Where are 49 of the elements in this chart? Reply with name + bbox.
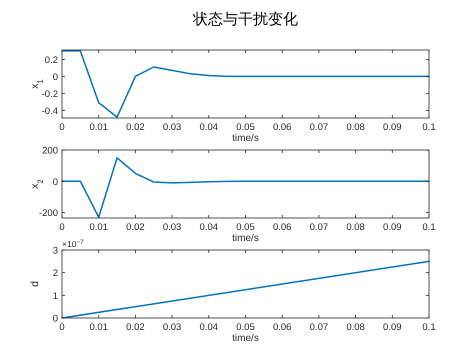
x-tick-label: 0.05 <box>236 122 255 133</box>
y-tick-label: 0 <box>52 176 58 188</box>
x-tick-label: 0.07 <box>310 122 328 133</box>
x-tick-label: 0.04 <box>200 322 218 333</box>
x-tick-label: 0.1 <box>422 222 436 233</box>
x-tick-label: 0.02 <box>126 122 145 133</box>
x-tick-label: 0.06 <box>272 122 292 133</box>
x-axis-title: time/s <box>232 233 259 244</box>
x-tick-label: 0.05 <box>236 222 255 233</box>
x-axis-title: time/s <box>232 333 259 344</box>
x-tick-label: 0.07 <box>310 322 328 333</box>
y-tick-label: 0 <box>52 314 58 324</box>
x-tick-label: 0.06 <box>272 222 292 233</box>
x-axis-title: time/s <box>232 133 259 144</box>
x-tick-label: 0.08 <box>346 222 365 233</box>
y-tick-label: 200 <box>42 146 58 156</box>
y-axis-title: d <box>29 280 41 287</box>
x-tick-label: 0.1 <box>422 122 436 133</box>
y-tick-label: 3 <box>52 246 58 256</box>
x-tick-label: 0.08 <box>346 322 365 333</box>
x-tick-label: 0.08 <box>346 122 365 133</box>
x-tick-label: 0.09 <box>383 222 402 233</box>
x-tick-label: 0.1 <box>422 322 436 333</box>
x-tick-label: 0.05 <box>236 322 255 333</box>
text: ×10$^{−7}$ <box>62 238 84 249</box>
y-tick-label: -200 <box>38 208 58 220</box>
y-tick-label: 1 <box>52 290 58 302</box>
x-tick-label: 0.09 <box>383 122 402 133</box>
x-tick-label: 0.03 <box>162 322 182 333</box>
y-tick-label: 0 <box>52 72 58 83</box>
chart-title: 状态与干扰变化 <box>192 11 298 28</box>
x-tick-label: 0.02 <box>126 322 145 333</box>
line-series <box>61 50 430 118</box>
x-tick-label: 0.03 <box>162 122 182 133</box>
x-tick-label: 0.07 <box>310 222 328 233</box>
x-tick-label: 0.01 <box>89 122 108 133</box>
x-tick-label: 0.01 <box>89 322 108 333</box>
y-tick-label: 0.2 <box>44 54 58 66</box>
x-tick-label: 0.04 <box>200 222 218 233</box>
y-tick-label: -0.2 <box>42 88 58 100</box>
x-tick-label: 0.01 <box>89 222 108 233</box>
y-tick-label: 2 <box>52 268 58 280</box>
x-tick-label: 0.02 <box>126 222 145 233</box>
x-tick-label: 0.03 <box>162 222 182 233</box>
x-tick-label: 0.04 <box>200 122 218 133</box>
x-tick-label: 0.09 <box>383 322 402 333</box>
x-tick-label: 0.06 <box>272 322 292 333</box>
y-tick-label: -0.4 <box>42 106 58 117</box>
line-series <box>61 157 430 218</box>
